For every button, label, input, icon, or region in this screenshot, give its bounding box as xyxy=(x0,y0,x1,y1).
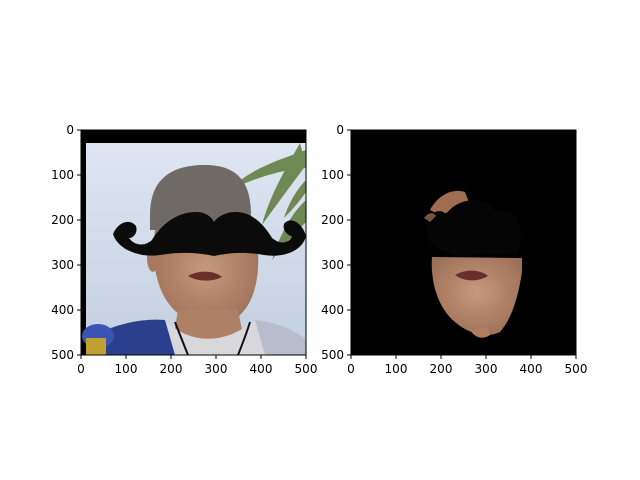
y-tick-label-left-5: 500 xyxy=(51,348,74,362)
y-tick-label-left-4: 400 xyxy=(51,303,74,317)
x-tick-label-right-3: 300 xyxy=(475,362,498,376)
mustache-shape-right xyxy=(425,200,521,256)
y-tick-label-right-5: 500 xyxy=(321,348,344,362)
y-tick-label-right-4: 400 xyxy=(321,303,344,317)
y-tick-label-right-1: 100 xyxy=(321,168,344,182)
y-tick-label-left-1: 100 xyxy=(51,168,74,182)
y-tick-label-right-2: 200 xyxy=(321,213,344,227)
x-tick-label-left-0: 0 xyxy=(77,362,85,376)
x-tick-label-left-4: 400 xyxy=(250,362,273,376)
y-tick-label-left-3: 300 xyxy=(51,258,74,272)
x-tick-label-left-3: 300 xyxy=(205,362,228,376)
x-tick-label-left-5: 500 xyxy=(295,362,318,376)
x-tick-label-right-4: 400 xyxy=(520,362,543,376)
x-tick-label-left-2: 200 xyxy=(160,362,183,376)
y-tick-label-left-2: 200 xyxy=(51,213,74,227)
y-tick-label-left-0: 0 xyxy=(66,123,74,137)
x-tick-label-left-1: 100 xyxy=(115,362,138,376)
x-tick-label-right-5: 500 xyxy=(565,362,588,376)
x-tick-label-right-1: 100 xyxy=(385,362,408,376)
x-tick-label-right-0: 0 xyxy=(347,362,355,376)
mustache-shape-left xyxy=(113,212,306,256)
y-tick-label-right-0: 0 xyxy=(336,123,344,137)
image-left xyxy=(81,130,306,355)
image-right xyxy=(351,130,576,355)
x-tick-label-right-2: 200 xyxy=(430,362,453,376)
y-tick-label-right-3: 300 xyxy=(321,258,344,272)
